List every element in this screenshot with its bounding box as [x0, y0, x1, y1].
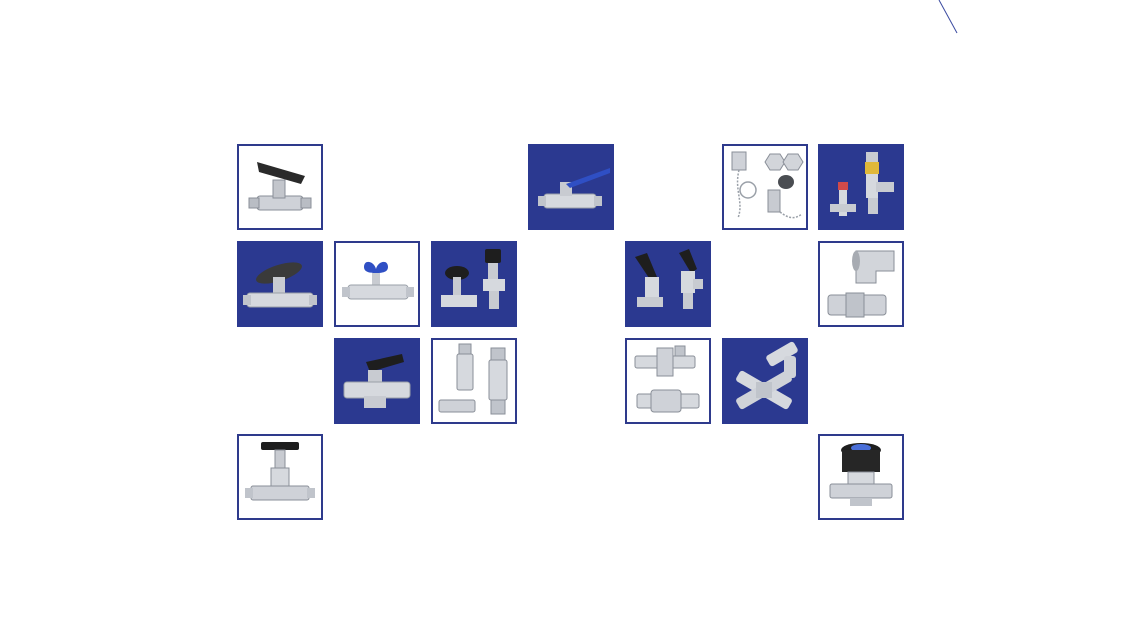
product-tile-ball-valve-blue-handle[interactable]	[528, 144, 614, 230]
caps-and-plugs-with-chain-icon	[731, 151, 804, 219]
elbow-fitting-icon	[827, 250, 895, 318]
product-tile-filter-and-tee-fittings[interactable]	[625, 338, 711, 424]
filter-and-tee-fittings-icon	[634, 345, 700, 413]
product-tile-compact-ball-valve[interactable]	[334, 338, 420, 424]
product-tile-ball-valve-oval-handle[interactable]	[237, 241, 323, 327]
product-tile-caps-and-plugs[interactable]	[722, 144, 808, 230]
ball-valve-black-handle-icon	[248, 162, 312, 211]
product-tile-angle-valves-lever[interactable]	[625, 241, 711, 327]
product-tile-cross-and-elbow-fittings[interactable]	[722, 338, 808, 424]
product-tile-needle-valve-t-bar[interactable]	[237, 434, 323, 520]
product-tile-ball-valve-black-handle[interactable]	[237, 144, 323, 230]
relief-valve-icon	[830, 152, 894, 216]
butterfly-handle-valve-icon	[342, 261, 414, 300]
product-tile-butterfly-handle-valve[interactable]	[334, 241, 420, 327]
needle-valves-knob-icon	[441, 249, 505, 309]
ball-valve-blue-handle-icon	[538, 168, 610, 209]
product-tile-relief-valve[interactable]	[818, 144, 904, 230]
product-tile-elbow-fitting[interactable]	[818, 241, 904, 327]
ball-valve-oval-handle-icon	[243, 262, 317, 308]
inline-check-valves-icon	[438, 343, 508, 415]
diaphragm-valve-icon	[829, 443, 893, 506]
needle-valve-t-bar-icon	[245, 442, 315, 501]
product-tile-diaphragm-valve[interactable]	[818, 434, 904, 520]
product-tile-needle-valves-knob[interactable]	[431, 241, 517, 327]
cross-and-elbow-fittings-icon	[736, 341, 798, 410]
compact-ball-valve-icon	[343, 354, 411, 408]
product-tile-inline-check-valves[interactable]	[431, 338, 517, 424]
angle-valves-lever-icon	[635, 249, 703, 309]
